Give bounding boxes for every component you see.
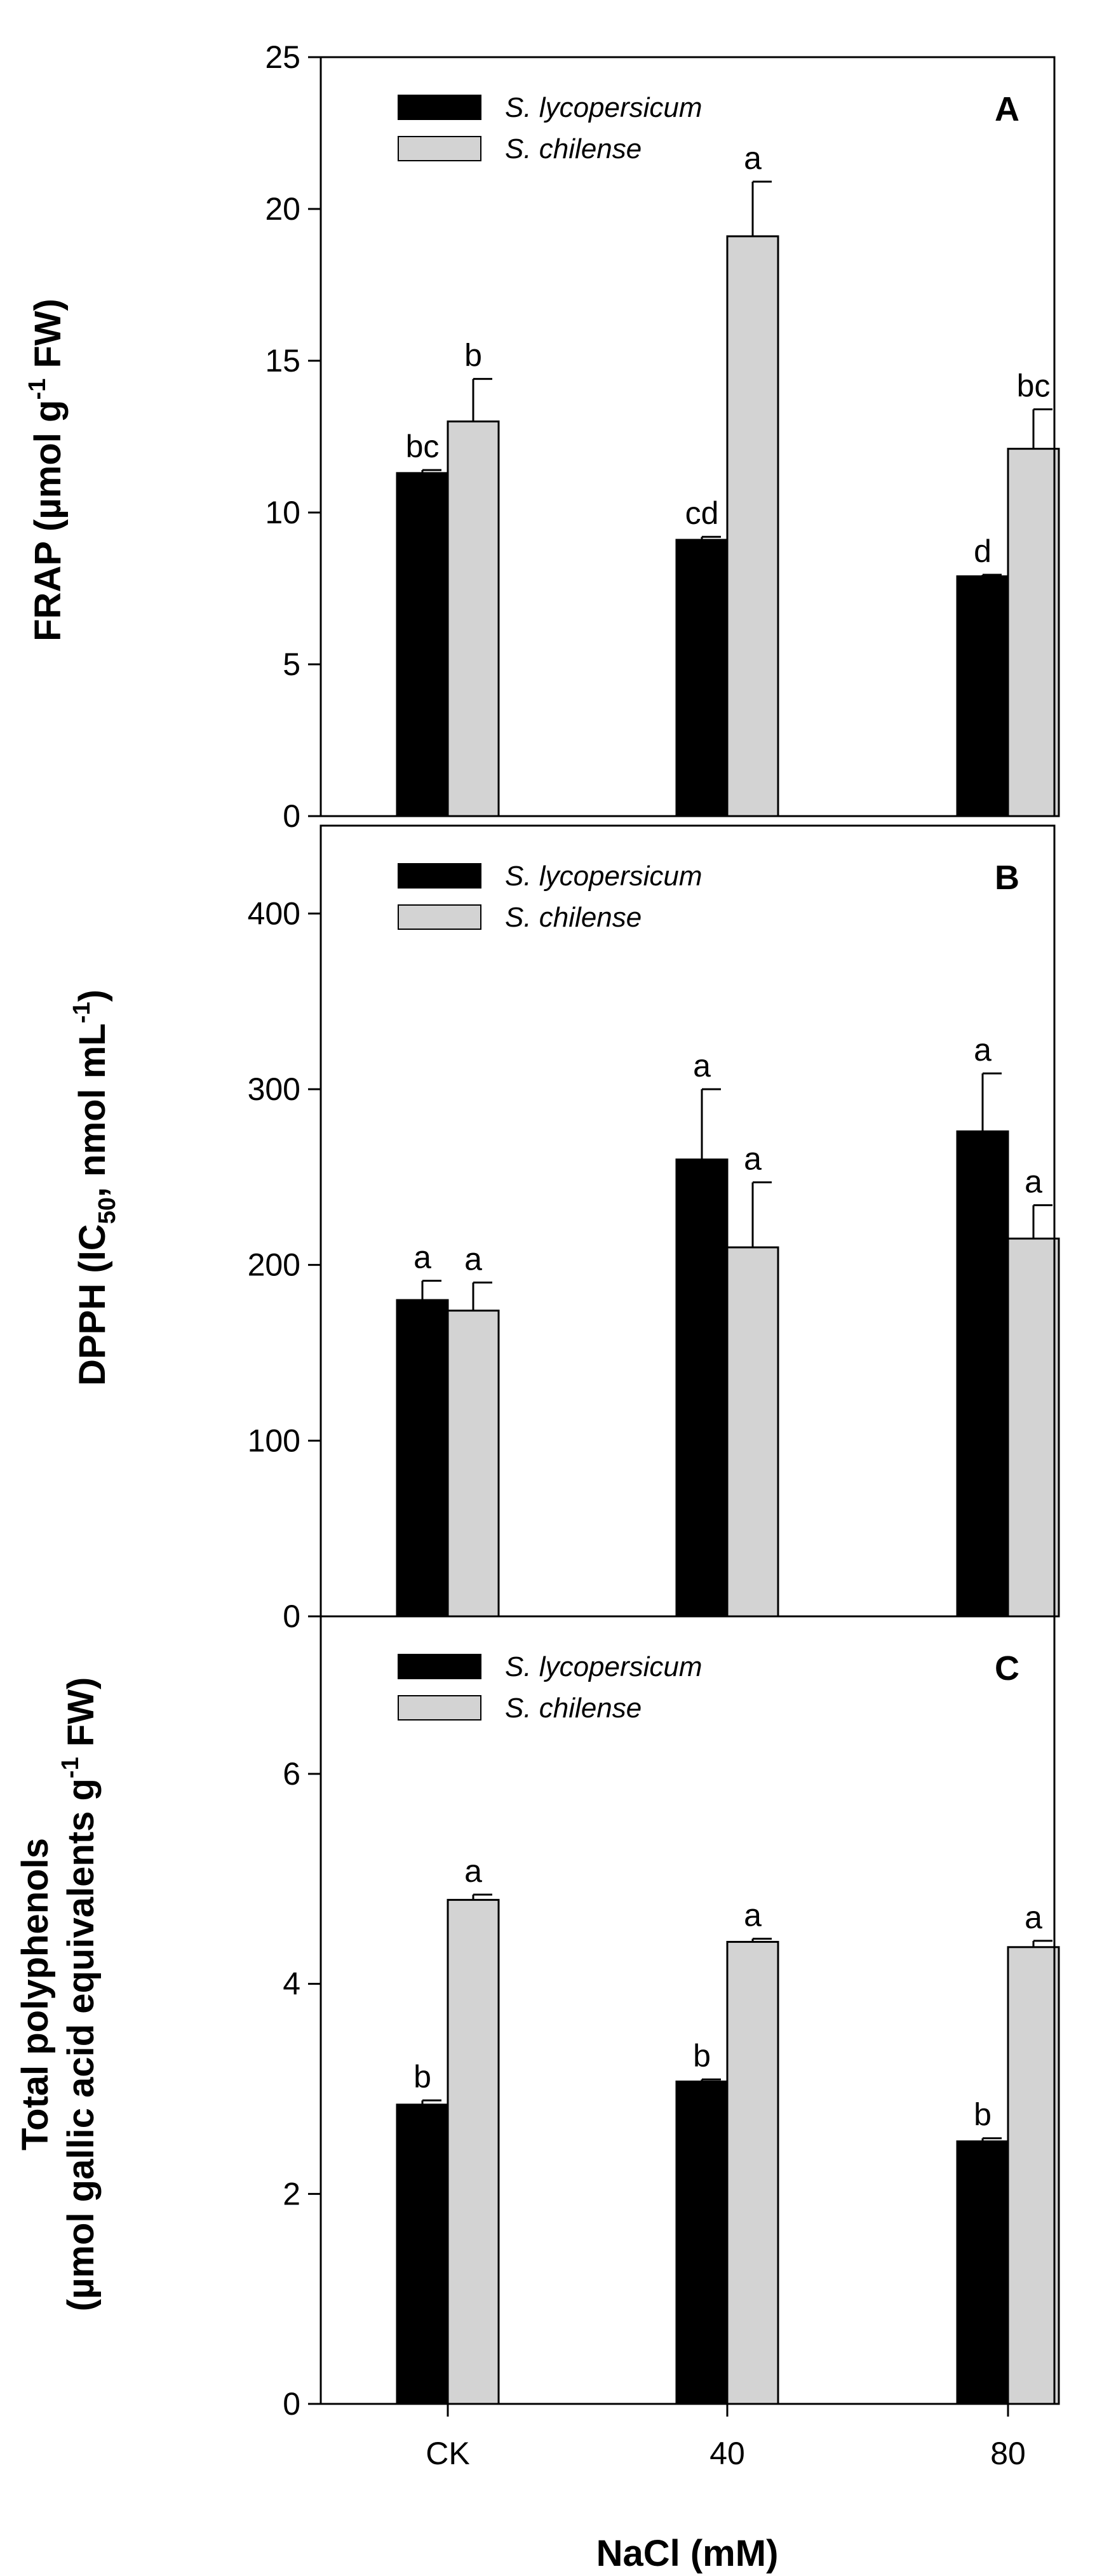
panel-c-ytick-label-3: 6 — [283, 1756, 300, 1792]
panel-b-legend-label-2: S. chilense — [505, 902, 642, 933]
panel-a-sig-label-s1-1: bc — [406, 429, 440, 464]
panel-a-letter: A — [995, 90, 1019, 128]
panel-c-bar-s2-2 — [726, 1941, 779, 2405]
panel-a-ytick-label-0: 0 — [283, 798, 300, 834]
panel-a-bar-s1-3 — [956, 575, 1009, 817]
panel-b-bar-s2-1 — [447, 1310, 500, 1618]
panel-a-bar-s1-2 — [675, 539, 729, 817]
panel-c-sig-label-s1-3: b — [974, 2097, 992, 2133]
panel-c-ytick-label-0: 0 — [283, 2386, 300, 2422]
panel-c-bar-s1-2 — [675, 2080, 729, 2405]
panel-c-ytick-label-2: 4 — [283, 1966, 300, 2002]
panel-c-legend-swatch-1 — [398, 1654, 481, 1679]
panel-a-legend-label-1: S. lycopersicum — [505, 92, 703, 123]
panel-a-legend-swatch-1 — [398, 95, 481, 120]
panel-b-bar-s1-1 — [396, 1299, 449, 1618]
panel-c-sig-label-s2-3: a — [1025, 1900, 1042, 1935]
panel-a-sig-label-s1-2: cd — [685, 495, 719, 531]
panel-b-ylabel-pre: DPPH (IC — [72, 1224, 113, 1386]
panel-c-bar-s2-3 — [1007, 1946, 1060, 2405]
panel-a-legend-swatch-2 — [398, 136, 481, 161]
svg-text:DPPH (IC50, nmol mL-1): DPPH (IC50, nmol mL-1) — [69, 989, 121, 1386]
panel-a-ytick-label-1: 5 — [283, 647, 300, 682]
panel-c-ylabel-line2-tail: FW) — [60, 1677, 102, 1757]
panel-c-xtick-label-2: 80 — [990, 2436, 1026, 2471]
panel-a-sig-label-s2-1: b — [464, 338, 482, 373]
panel-b-sig-label-s2-2: a — [744, 1141, 762, 1177]
panel-b-ytick-label-2: 200 — [248, 1247, 300, 1283]
panel-b-ylabel-sub: 50 — [94, 1197, 121, 1224]
panel-b-ylabel: DPPH (IC50, nmol mL-1) — [69, 989, 121, 1386]
panel-a-bar-s1-1 — [396, 472, 449, 817]
panel-b-letter: B — [995, 859, 1019, 897]
panel-b-legend-swatch-1 — [398, 863, 481, 889]
panel-a-sig-label-s2-2: a — [744, 140, 762, 176]
svg-text:FRAP (µmol g-1 FW): FRAP (µmol g-1 FW) — [24, 299, 69, 641]
panel-a-ylabel-sup: -1 — [24, 379, 51, 400]
panel-b-bar-s2-3 — [1007, 1237, 1060, 1618]
panel-c-sig-label-s1-2: b — [693, 2038, 711, 2074]
panel-c-ylabel-line1: Total polyphenols — [15, 1838, 56, 2150]
panel-b-ylabel-sup: -1 — [69, 1002, 95, 1023]
panel-b-legend-swatch-2 — [398, 904, 481, 930]
panel-b-ytick-label-1: 100 — [248, 1423, 300, 1458]
panel-a-bar-s2-2 — [726, 235, 779, 817]
panel-b-sig-label-s1-3: a — [974, 1032, 992, 1068]
panel-a-sig-label-s1-3: d — [974, 533, 992, 569]
panel-c-xtick-label-0: CK — [426, 2436, 469, 2471]
panel-c-ytick-label-1: 2 — [283, 2176, 300, 2211]
panel-c-legend-label-2: S. chilense — [505, 1693, 642, 1724]
panel-b-bar-s1-2 — [675, 1158, 729, 1618]
panel-a: bc cd d b a bc 0 5 10 15 20 25 S. lycopersicum S. chi… — [265, 39, 1060, 834]
panel-a-ylabel-tail: FW) — [27, 299, 69, 379]
panel-c-ylabel-line2-main: (µmol gallic acid equivalents g — [60, 1778, 102, 2311]
panel-b-ytick-label-0: 0 — [283, 1599, 300, 1634]
panel-a-ylabel-main: FRAP (µmol g — [27, 400, 69, 641]
panel-b-sig-label-s2-1: a — [464, 1241, 482, 1277]
panel-b-bar-s1-3 — [956, 1130, 1009, 1618]
panel-b-ylabel-tail: ) — [72, 989, 113, 1002]
panel-b-sig-label-s2-3: a — [1025, 1164, 1042, 1200]
panel-c-sig-label-s2-2: a — [744, 1898, 762, 1933]
panel-b-ytick-label-3: 300 — [248, 1071, 300, 1107]
panel-b-legend-label-1: S. lycopersicum — [505, 861, 703, 892]
panel-c-ylabel-line2-sup: -1 — [57, 1757, 84, 1778]
panel-a-bar-s2-3 — [1007, 448, 1060, 817]
panel-c-bar-s1-3 — [956, 2140, 1009, 2405]
panel-a-frame — [319, 56, 1056, 817]
panel-a-ytick-label-4: 20 — [265, 191, 300, 227]
panel-c-sig-label-s2-1: a — [464, 1853, 482, 1889]
panel-a-ylabel: FRAP (µmol g-1 FW) — [24, 299, 69, 641]
x-axis-label: NaCl (mM) — [596, 2533, 779, 2574]
panel-a-ytick-label-3: 15 — [265, 343, 300, 379]
panel-b-ytick-label-4: 400 — [248, 896, 300, 931]
panel-c-legend-swatch-2 — [398, 1695, 481, 1721]
panel-a-bar-s2-1 — [447, 420, 500, 817]
panel-a-ytick-label-5: 25 — [265, 39, 300, 75]
panel-c-legend-label-1: S. lycopersicum — [505, 1651, 703, 1682]
panel-a-sig-label-s2-3: bc — [1017, 368, 1051, 403]
panel-c-frame — [319, 1615, 1056, 2405]
panel-c-ylabel: Total polyphenols (µmol gallic acid equi… — [15, 1677, 102, 2312]
panel-c-sig-label-s1-1: b — [413, 2059, 431, 2095]
panel-b-sig-label-s1-1: a — [413, 1240, 431, 1275]
panel-c-bar-s1-1 — [396, 2103, 449, 2405]
panel-a-ytick-label-2: 10 — [265, 495, 300, 530]
panel-c-bar-s2-1 — [447, 1898, 500, 2405]
panel-c: b b b a a a 0 2 4 6 S. lycopersicum S. chilense C CK 4… — [283, 1615, 1060, 2471]
panel-c-letter: C — [995, 1649, 1019, 1687]
panel-b-ylabel-mid: , nmol mL — [72, 1023, 113, 1197]
panel-a-legend-label-2: S. chilense — [505, 133, 642, 164]
panel-b-sig-label-s1-2: a — [693, 1048, 711, 1083]
panel-c-xtick-label-1: 40 — [709, 2436, 745, 2471]
svg-text:(µmol gallic acid equivalents: (µmol gallic acid equivalents g-1 FW) — [57, 1677, 102, 2312]
panel-b-bar-s2-2 — [726, 1246, 779, 1618]
